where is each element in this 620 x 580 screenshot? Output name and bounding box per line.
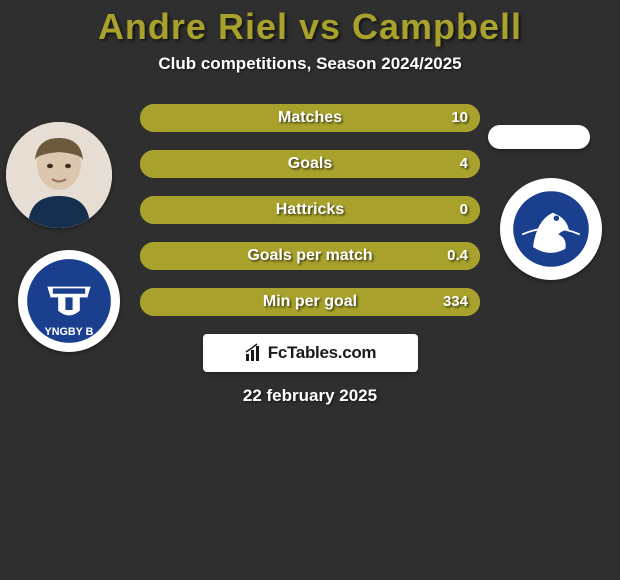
- avatar-placeholder-icon: [6, 122, 112, 228]
- stat-label: Hattricks: [140, 196, 480, 224]
- stat-label: Min per goal: [140, 288, 480, 316]
- bar-chart-icon: [244, 343, 264, 363]
- stat-row: Goals4: [140, 150, 480, 178]
- stat-label: Goals per match: [140, 242, 480, 270]
- player-left-avatar: [6, 122, 112, 228]
- brand-badge[interactable]: FcTables.com: [203, 334, 418, 372]
- date-label: 22 february 2025: [0, 386, 620, 406]
- stat-value: 0: [460, 196, 468, 224]
- club-right-crest: [500, 178, 602, 280]
- stat-row: Goals per match0.4: [140, 242, 480, 270]
- stat-value: 0.4: [447, 242, 468, 270]
- stat-value: 4: [460, 150, 468, 178]
- brand-text: FcTables.com: [268, 343, 377, 363]
- stat-row: Min per goal334: [140, 288, 480, 316]
- club-left-crest: YNGBY B: [18, 250, 120, 352]
- stat-value: 334: [443, 288, 468, 316]
- subtitle: Club competitions, Season 2024/2025: [0, 54, 620, 74]
- stat-value: 10: [451, 104, 468, 132]
- stat-row: Matches10: [140, 104, 480, 132]
- crest-left-icon: YNGBY B: [24, 256, 114, 346]
- page-title: Andre Riel vs Campbell: [0, 0, 620, 48]
- crest-right-icon: [506, 184, 596, 274]
- svg-text:YNGBY B: YNGBY B: [45, 326, 94, 338]
- stat-row: Hattricks0: [140, 196, 480, 224]
- stat-label: Matches: [140, 104, 480, 132]
- comparison-card: Andre Riel vs Campbell Club competitions…: [0, 0, 620, 580]
- player-right-avatar-pill: [488, 125, 590, 149]
- stats-bar-list: Matches10 Goals4 Hattricks0 Goals per match…: [140, 104, 480, 316]
- stat-label: Goals: [140, 150, 480, 178]
